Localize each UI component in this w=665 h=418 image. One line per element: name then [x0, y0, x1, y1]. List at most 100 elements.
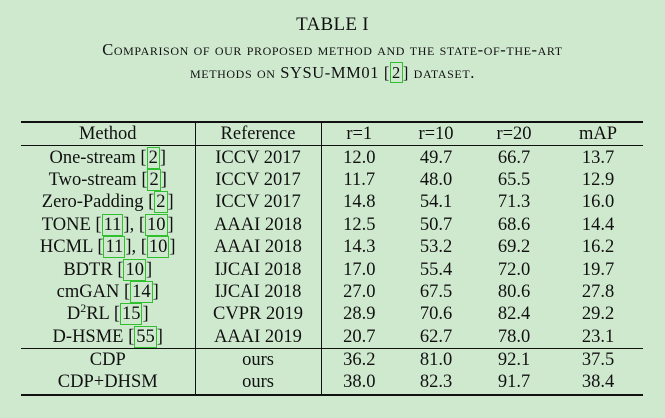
reference-cell: ours [195, 347, 322, 372]
method-name-suffix: RL [86, 304, 110, 325]
r10-cell: 54.1 [419, 192, 453, 213]
map-cell: 16.0 [581, 192, 615, 213]
r10-cell: 49.7 [419, 147, 453, 168]
table-row: TONE [11], [10] AAAI 2018 12.5 50.7 68.6 14.4 [21, 213, 643, 236]
table-row: Two-stream [2] ICCV 2017 11.7 48.0 65.5 12.9 [21, 168, 643, 192]
map-cell: 19.7 [581, 259, 615, 280]
reference-cell: AAAI 2018 [195, 213, 322, 236]
r1-cell: 20.7 [321, 325, 397, 349]
r1-cell: 14.3 [343, 237, 376, 258]
r20-cell: 65.5 [497, 169, 531, 190]
header-map: mAP [578, 124, 618, 145]
citation-link[interactable]: 55 [134, 325, 157, 348]
table-row: D2RL [15] CVPR 2019 28.9 70.6 82.4 29.2 [21, 301, 643, 326]
map-cell: 16.2 [581, 237, 615, 258]
citation-link[interactable]: 2 [146, 146, 160, 169]
table-title: TABLE I [296, 14, 369, 35]
method-name: D [66, 304, 81, 325]
r20-cell: 80.6 [497, 281, 531, 302]
table-row: HCML [11], [10] AAAI 2018 14.3 53.2 69.2 16.2 [21, 235, 643, 259]
method-name: CDP+DHSM [21, 371, 196, 396]
r10-cell: 55.4 [419, 259, 453, 280]
r1-cell: 11.7 [343, 169, 376, 190]
method-cell: One-stream [2] [21, 145, 196, 169]
table-row: D-HSME [55] AAAI 2019 20.7 62.7 78.0 23.1 [21, 325, 643, 349]
r1-cell: 12.0 [343, 147, 376, 168]
r1-cell: 38.0 [321, 371, 397, 396]
citation-link[interactable]: 11 [103, 236, 126, 259]
citation-link[interactable]: 10 [123, 258, 146, 281]
r20-cell: 66.7 [497, 147, 531, 168]
table-row: cmGAN [14] IJCAI 2018 27.0 67.5 80.6 27.8 [21, 280, 643, 304]
r1-cell: 28.9 [343, 304, 376, 325]
map-cell: 23.1 [553, 325, 643, 349]
header-r10: r=10 [418, 124, 454, 145]
reference-cell: AAAI 2019 [195, 325, 322, 349]
table-row: BDTR [10] IJCAI 2018 17.0 55.4 72.0 19.7 [21, 258, 643, 281]
method-name: D-HSME [52, 326, 124, 347]
caption-line-1: Comparison of our proposed method and th… [102, 40, 563, 59]
r1-cell: 27.0 [343, 281, 376, 302]
method-cell: D-HSME [55] [21, 325, 196, 349]
citation-link[interactable]: 14 [130, 280, 153, 303]
method-name: TONE [41, 214, 91, 235]
header-row: Method Reference r=1 r=10 r=20 mAP [21, 122, 643, 146]
method-name: Two-stream [48, 169, 137, 190]
map-cell: 38.4 [553, 371, 643, 396]
reference-cell: ours [195, 371, 322, 396]
method-cell: Two-stream [2] [21, 168, 196, 192]
reference-cell: ICCV 2017 [195, 191, 322, 214]
map-cell: 29.2 [581, 304, 615, 325]
r1-cell: 17.0 [343, 259, 376, 280]
our-method-rows: CDP ours 36.2 81.0 92.1 37.5 CDP+DHSM ours 38.0 8… [21, 347, 643, 396]
r20-cell: 68.6 [497, 214, 531, 235]
caption-citation[interactable]: [2] [383, 62, 409, 83]
method-name: cmGAN [56, 281, 120, 302]
method-name: HCML [39, 237, 93, 258]
r10-cell: 70.6 [419, 304, 453, 325]
method-superscript: 2 [80, 301, 87, 316]
r20-cell: 69.2 [497, 237, 531, 258]
method-name: Zero-Padding [41, 192, 144, 213]
table-row: One-stream [2] ICCV 2017 12.0 49.7 66.7 13.7 [21, 145, 643, 169]
r1-cell: 14.8 [343, 192, 376, 213]
map-cell: 37.5 [553, 347, 643, 372]
citation-link[interactable]: 15 [119, 303, 143, 326]
results-table: Method Reference r=1 r=10 r=20 mAP One-s… [21, 121, 643, 396]
table-caption: Comparison of our proposed method and th… [0, 38, 665, 84]
method-name: One-stream [49, 147, 136, 168]
map-cell: 27.8 [581, 281, 615, 302]
citation-link[interactable]: 11 [101, 213, 124, 236]
method-cell: TONE [11], [10] [21, 213, 196, 236]
r10-cell: 53.2 [419, 237, 453, 258]
reference-cell: IJCAI 2018 [195, 258, 322, 281]
citation-link[interactable]: 2 [154, 191, 168, 214]
r10-cell: 82.3 [397, 371, 475, 396]
table-row: Zero-Padding [2] ICCV 2017 14.8 54.1 71.3 16.… [21, 191, 643, 214]
map-cell: 13.7 [581, 147, 615, 168]
r1-cell: 36.2 [321, 347, 397, 372]
table-row: CDP+DHSM ours 38.0 82.3 91.7 38.4 [21, 371, 643, 396]
r10-cell: 50.7 [419, 214, 453, 235]
method-name: BDTR [63, 259, 113, 280]
r10-cell: 67.5 [419, 281, 453, 302]
r20-cell: 71.3 [497, 192, 531, 213]
caption-suffix: dataset. [413, 63, 475, 82]
citation-link[interactable]: 2 [389, 62, 403, 83]
r20-cell: 82.4 [497, 304, 531, 325]
citation-link[interactable]: 10 [145, 213, 168, 236]
method-cell: HCML [11], [10] [21, 235, 196, 259]
map-cell: 14.4 [581, 214, 615, 235]
r10-cell: 62.7 [397, 325, 475, 349]
header-r20: r=20 [496, 124, 532, 145]
citation-link[interactable]: 2 [147, 168, 161, 191]
reference-cell: CVPR 2019 [195, 303, 322, 326]
r20-cell: 92.1 [475, 347, 553, 372]
r10-cell: 81.0 [397, 347, 475, 372]
reference-cell: IJCAI 2018 [195, 280, 322, 304]
method-cell: Zero-Padding [2] [21, 191, 196, 214]
header-method: Method [21, 122, 196, 146]
r1-cell: 12.5 [343, 214, 376, 235]
citation-link[interactable]: 10 [146, 236, 170, 259]
